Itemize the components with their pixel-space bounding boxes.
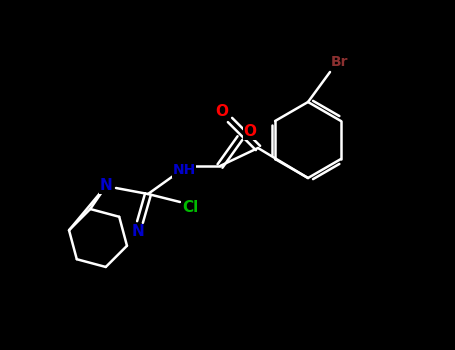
Text: N: N bbox=[131, 224, 144, 239]
Text: N: N bbox=[100, 178, 112, 194]
Text: Br: Br bbox=[331, 55, 349, 69]
Text: NH: NH bbox=[172, 163, 196, 177]
Text: Cl: Cl bbox=[182, 201, 198, 216]
Text: O: O bbox=[243, 125, 257, 140]
Text: O: O bbox=[216, 105, 228, 119]
